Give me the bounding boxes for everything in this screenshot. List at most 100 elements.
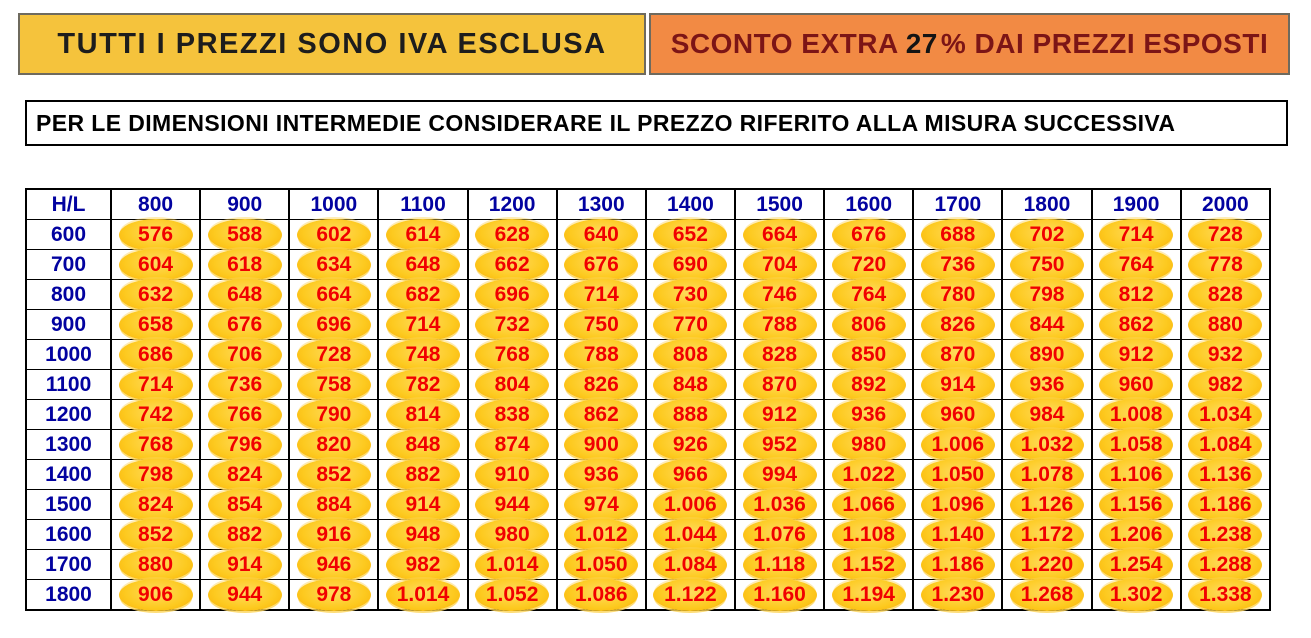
price-cell: 748 [377, 338, 469, 371]
price-pill: 796 [207, 428, 282, 461]
price-pill: 1.008 [1099, 398, 1174, 431]
price-pill: 900 [564, 428, 639, 461]
price-pill: 770 [653, 308, 728, 341]
price-cell: 632 [109, 278, 202, 311]
price-cell: 714 [1090, 218, 1182, 251]
price-pill: 862 [564, 398, 639, 431]
price-pill: 1.140 [920, 518, 995, 551]
price-pill: 974 [564, 488, 639, 521]
price-cell: 978 [288, 578, 380, 611]
price-cell: 634 [288, 248, 380, 281]
extra-discount-banner: SCONTO EXTRA 27 % DAI PREZZI ESPOSTI [649, 13, 1290, 75]
table-row: 800 632 648 664 682 696 714 730 746 764 780 798 812 8… [25, 278, 1272, 311]
table-row: 1200 742 766 790 814 838 862 888 912 936 960 984 1.0… [25, 398, 1272, 431]
price-cell: 652 [644, 218, 736, 251]
price-cell: 812 [1090, 278, 1182, 311]
price-pill: 1.084 [653, 548, 728, 581]
price-cell: 1.140 [912, 518, 1004, 551]
price-cell: 828 [733, 338, 826, 371]
price-pill: 782 [385, 368, 460, 401]
price-pill: 1.118 [742, 548, 817, 581]
row-header-cell: 1300 [25, 429, 112, 460]
price-pill: 844 [1009, 308, 1084, 341]
price-cell: 1.008 [1090, 398, 1182, 431]
price-cell: 1.122 [644, 578, 736, 611]
row-header-cell: 700 [25, 249, 112, 280]
price-pill: 884 [296, 488, 371, 521]
price-pill: 852 [296, 458, 371, 491]
price-cell: 730 [644, 278, 736, 311]
price-pill: 870 [742, 368, 817, 401]
price-cell: 764 [1090, 248, 1182, 281]
price-pill: 1.268 [1009, 578, 1084, 611]
price-pill: 634 [296, 248, 371, 281]
price-cell: 1.012 [555, 518, 647, 551]
table-row: 1800 906 944 978 1.014 1.052 1.086 1.122 1.160 1.… [25, 578, 1272, 611]
price-pill: 982 [385, 548, 460, 581]
price-pill: 912 [1099, 338, 1174, 371]
price-cell: 1.254 [1090, 548, 1182, 581]
price-cell: 890 [1001, 338, 1093, 371]
price-cell: 914 [912, 368, 1004, 401]
price-cell: 704 [733, 248, 826, 281]
price-pill: 932 [1188, 338, 1263, 371]
price-pill: 758 [296, 368, 371, 401]
price-cell: 1.160 [733, 578, 826, 611]
price-cell: 696 [288, 308, 380, 341]
price-pill: 1.194 [831, 578, 906, 611]
price-pill: 766 [207, 398, 282, 431]
price-pill: 714 [1099, 218, 1174, 251]
price-pill: 824 [207, 458, 282, 491]
price-pill: 788 [564, 338, 639, 371]
price-pill: 926 [653, 428, 728, 461]
row-header-cell: 1200 [25, 399, 112, 430]
price-pill: 696 [296, 308, 371, 341]
price-cell: 826 [912, 308, 1004, 341]
price-pill: 936 [1009, 368, 1084, 401]
price-cell: 648 [199, 278, 291, 311]
price-cell: 1.152 [823, 548, 915, 581]
price-cell: 1.084 [1179, 428, 1272, 461]
price-cell: 1.206 [1090, 518, 1182, 551]
price-pill: 838 [475, 398, 550, 431]
price-pill: 1.034 [1188, 398, 1263, 431]
price-cell: 952 [733, 428, 826, 461]
price-pill: 812 [1099, 278, 1174, 311]
price-pill: 1.012 [564, 518, 639, 551]
price-pill: 1.050 [920, 458, 995, 491]
price-pill: 728 [296, 338, 371, 371]
price-pill: 848 [385, 428, 460, 461]
price-pill: 1.186 [920, 548, 995, 581]
price-pill: 828 [742, 338, 817, 371]
price-cell: 1.032 [1001, 428, 1093, 461]
price-cell: 944 [199, 578, 291, 611]
price-pill: 728 [1188, 218, 1263, 251]
price-cell: 884 [288, 488, 380, 521]
price-pill: 1.066 [831, 488, 906, 521]
price-cell: 1.006 [644, 488, 736, 521]
table-row: 1300 768 796 820 848 874 900 926 952 980 1.006 1.03… [25, 428, 1272, 461]
price-pill: 576 [118, 218, 193, 251]
price-cell: 944 [466, 488, 558, 521]
price-pill: 1.108 [831, 518, 906, 551]
price-cell: 1.268 [1001, 578, 1093, 611]
price-pill: 662 [475, 248, 550, 281]
price-pill: 1.096 [920, 488, 995, 521]
price-cell: 1.126 [1001, 488, 1093, 521]
price-pill: 714 [385, 308, 460, 341]
price-cell: 658 [109, 308, 202, 341]
price-cell: 768 [466, 338, 558, 371]
top-banner-row: TUTTI I PREZZI SONO IVA ESCLUSA SCONTO E… [18, 13, 1290, 75]
price-cell: 676 [823, 218, 915, 251]
column-header: 1500 [733, 188, 826, 220]
price-cell: 870 [912, 338, 1004, 371]
price-pill: 778 [1188, 248, 1263, 281]
row-header-cell: 1800 [25, 579, 112, 611]
price-cell: 770 [644, 308, 736, 341]
price-pill: 910 [475, 458, 550, 491]
price-pill: 906 [118, 578, 193, 611]
price-pill: 602 [296, 218, 371, 251]
price-cell: 1.052 [466, 578, 558, 611]
price-pill: 914 [207, 548, 282, 581]
price-cell: 936 [555, 458, 647, 491]
